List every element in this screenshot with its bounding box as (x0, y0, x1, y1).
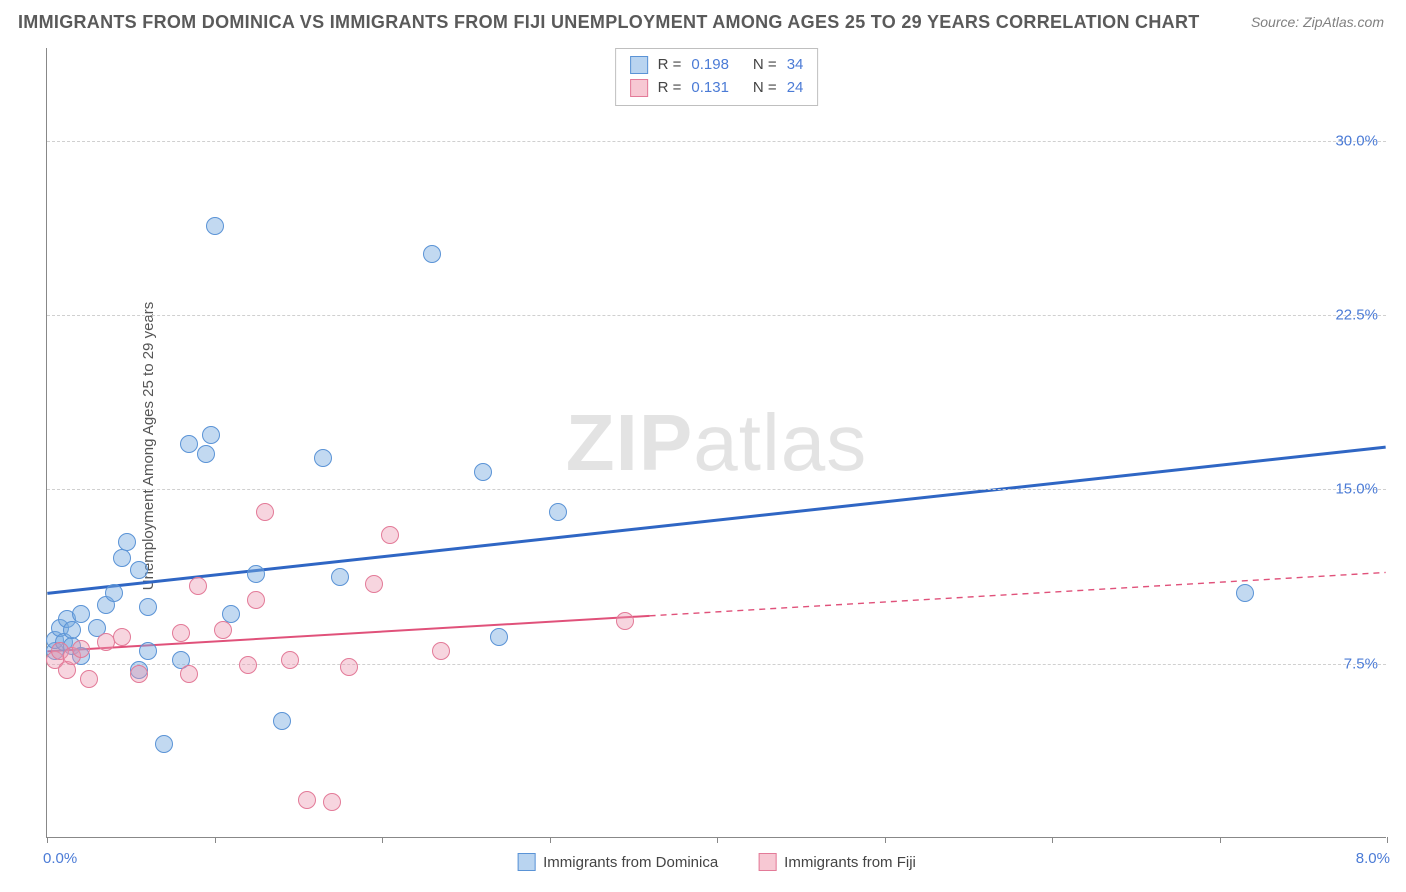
scatter-plot-area: ZIPatlas R =0.198N =34R =0.131N =24 Immi… (46, 48, 1386, 838)
data-point (172, 624, 190, 642)
data-point (206, 217, 224, 235)
data-point (365, 575, 383, 593)
x-tick-mark (1052, 837, 1053, 843)
legend-series-item: Immigrants from Dominica (517, 853, 718, 871)
y-tick-label: 30.0% (1335, 132, 1378, 149)
gridline (47, 489, 1386, 490)
r-value: 0.198 (691, 54, 729, 77)
legend-series-label: Immigrants from Fiji (784, 854, 916, 871)
data-point (113, 549, 131, 567)
y-tick-label: 22.5% (1335, 307, 1378, 324)
legend-series-label: Immigrants from Dominica (543, 854, 718, 871)
data-point (247, 565, 265, 583)
data-point (298, 791, 316, 809)
y-tick-label: 15.0% (1335, 481, 1378, 498)
data-point (1236, 584, 1254, 602)
legend-swatch (630, 56, 648, 74)
data-point (314, 449, 332, 467)
data-point (105, 584, 123, 602)
x-tick-mark (1220, 837, 1221, 843)
trend-lines (47, 48, 1386, 837)
data-point (381, 526, 399, 544)
stats-legend: R = 0.198 N = 34 R = 0.131 N = 24 (615, 48, 819, 106)
x-tick-mark (717, 837, 718, 843)
data-point (423, 245, 441, 263)
data-point (180, 665, 198, 683)
data-point (490, 628, 508, 646)
data-point (273, 712, 291, 730)
n-value: 34 (787, 54, 804, 77)
data-point (281, 651, 299, 669)
x-axis-start-label: 0.0% (43, 850, 77, 867)
r-value: 0.131 (691, 77, 729, 100)
r-label: R = (658, 77, 682, 100)
legend-swatch (517, 853, 535, 871)
data-point (432, 642, 450, 660)
data-point (118, 533, 136, 551)
gridline (47, 141, 1386, 142)
x-tick-mark (885, 837, 886, 843)
source-attribution: Source: ZipAtlas.com (1251, 14, 1384, 30)
legend-swatch (630, 79, 648, 97)
legend-series-item: Immigrants from Fiji (758, 853, 916, 871)
data-point (130, 561, 148, 579)
x-tick-mark (215, 837, 216, 843)
data-point (80, 670, 98, 688)
data-point (474, 463, 492, 481)
data-point (97, 633, 115, 651)
data-point (256, 503, 274, 521)
data-point (549, 503, 567, 521)
data-point (616, 612, 634, 630)
data-point (72, 640, 90, 658)
chart-title: IMMIGRANTS FROM DOMINICA VS IMMIGRANTS F… (18, 12, 1200, 33)
r-label: R = (658, 54, 682, 77)
data-point (247, 591, 265, 609)
legend-swatch (758, 853, 776, 871)
n-label: N = (753, 77, 777, 100)
series-legend: Immigrants from Dominica Immigrants from … (517, 853, 916, 871)
data-point (180, 435, 198, 453)
data-point (139, 598, 157, 616)
legend-stat-row: R = 0.131 N = 24 (630, 77, 804, 100)
x-axis-end-label: 8.0% (1356, 850, 1390, 867)
x-tick-mark (550, 837, 551, 843)
data-point (155, 735, 173, 753)
data-point (197, 445, 215, 463)
data-point (130, 665, 148, 683)
data-point (239, 656, 257, 674)
data-point (214, 621, 232, 639)
data-point (113, 628, 131, 646)
data-point (331, 568, 349, 586)
watermark: ZIPatlas (566, 397, 867, 489)
x-tick-mark (47, 837, 48, 843)
data-point (202, 426, 220, 444)
y-tick-label: 7.5% (1344, 655, 1378, 672)
data-point (323, 793, 341, 811)
legend-stat-row: R = 0.198 N = 34 (630, 54, 804, 77)
n-value: 24 (787, 77, 804, 100)
data-point (340, 658, 358, 676)
gridline (47, 315, 1386, 316)
x-tick-mark (382, 837, 383, 843)
data-point (189, 577, 207, 595)
data-point (63, 621, 81, 639)
data-point (139, 642, 157, 660)
x-tick-mark (1387, 837, 1388, 843)
n-label: N = (753, 54, 777, 77)
data-point (72, 605, 90, 623)
data-point (222, 605, 240, 623)
